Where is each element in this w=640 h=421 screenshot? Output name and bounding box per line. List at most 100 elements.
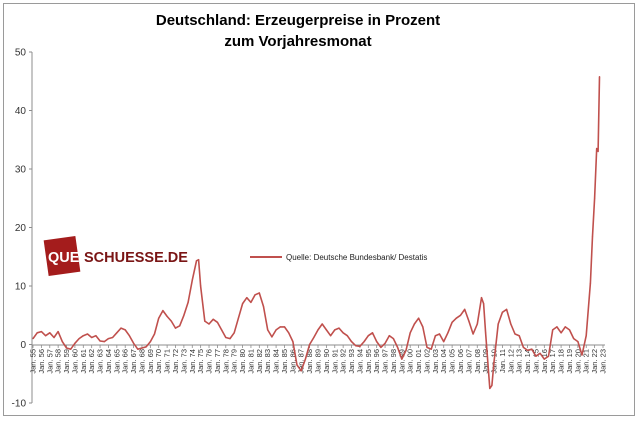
data-point (491, 384, 493, 386)
x-tick-label: Jan. 81 (246, 349, 255, 374)
data-point (560, 332, 562, 334)
data-point (334, 329, 336, 331)
chart-title: Deutschland: Erzeugerpreise in Prozent z… (156, 12, 440, 50)
data-point (254, 294, 256, 296)
data-point (198, 259, 200, 261)
data-point (70, 348, 72, 350)
x-tick-label: Jan. 72 (171, 349, 180, 374)
x-tick-label: Jan. 65 (112, 349, 121, 374)
data-point (506, 308, 508, 310)
data-point (413, 323, 415, 325)
x-tick-label: Jan. 83 (263, 349, 272, 374)
data-point (288, 332, 290, 334)
data-point (585, 335, 587, 337)
data-point (99, 340, 101, 342)
data-point (65, 347, 68, 349)
data-point (483, 303, 485, 305)
data-point (221, 329, 223, 331)
x-tick-label: Jan. 70 (154, 349, 163, 374)
data-point (330, 335, 332, 337)
data-point (568, 329, 571, 331)
x-tick-label: Jan. 14 (523, 349, 532, 374)
data-point (543, 358, 545, 360)
x-tick-label: Jan. 01 (414, 349, 423, 374)
data-point (45, 335, 47, 337)
x-tick-label: Jan. 99 (397, 349, 406, 374)
data-point (82, 335, 84, 337)
data-point (539, 352, 541, 354)
data-point (216, 321, 218, 323)
x-tick-label: Jan. 12 (506, 349, 515, 374)
x-tick-label: Jan. 16 (540, 349, 549, 374)
data-point (493, 361, 495, 363)
data-point (283, 326, 286, 328)
series-layer (32, 76, 601, 390)
x-axis: Jan. 55 Jan. 56 Jan. 57 Jan. 58 Jan. 59 Jan. … (29, 344, 608, 374)
data-point (133, 342, 135, 344)
x-tick-label: Jan. 57 (45, 349, 54, 374)
series-line (32, 76, 601, 390)
data-point (279, 326, 281, 328)
data-point (313, 336, 315, 339)
data-point (447, 332, 449, 334)
data-point (594, 197, 596, 199)
data-point (275, 329, 277, 331)
x-tick-label: Jan. 76 (205, 349, 214, 374)
data-point (321, 323, 323, 325)
data-point (149, 341, 151, 343)
x-tick-label: Jan. 02 (422, 349, 431, 374)
x-tick-label: Jan. 23 (599, 349, 608, 374)
x-tick-label: Jan. 96 (372, 349, 381, 374)
data-point (162, 310, 164, 312)
legend: Quelle: Deutsche Bundesbank/ Destatis (250, 253, 427, 262)
data-point (527, 349, 529, 351)
data-point (430, 348, 432, 350)
data-point (476, 323, 478, 325)
x-tick-label: Jan. 88 (305, 349, 314, 374)
data-point (376, 341, 378, 343)
data-point (422, 326, 424, 328)
chart-title-line-2: zum Vorjahresmonat (224, 33, 371, 50)
data-point (242, 303, 244, 305)
y-tick-label: 20 (15, 223, 27, 234)
data-point (547, 355, 550, 357)
y-tick-label: 40 (15, 106, 27, 117)
data-point (371, 332, 374, 334)
logo-red-block (43, 235, 81, 277)
x-tick-label: Jan. 18 (557, 349, 566, 374)
data-point (187, 301, 189, 303)
data-point (451, 321, 453, 323)
x-tick-label: Jan. 77 (213, 349, 222, 374)
x-tick-label: Jan. 97 (381, 349, 390, 374)
x-tick-label: Jan. 87 (297, 349, 306, 374)
data-point (317, 329, 319, 331)
data-point (179, 325, 181, 327)
data-point (596, 147, 598, 150)
x-tick-label: Jan. 09 (481, 349, 490, 374)
x-tick-label: Jan. 89 (314, 349, 323, 374)
data-point (518, 335, 520, 337)
data-point (501, 311, 503, 313)
data-point (367, 335, 369, 337)
x-tick-label: Jan. 78 (221, 349, 230, 374)
x-tick-label: Jan. 64 (104, 349, 113, 374)
data-point (191, 279, 193, 281)
x-tick-label: Jan. 92 (339, 349, 348, 374)
data-point (438, 333, 441, 335)
data-point (233, 332, 235, 334)
data-point (200, 285, 202, 287)
x-tick-label: Jan. 22 (590, 349, 599, 374)
data-point (258, 292, 260, 294)
data-point (225, 336, 227, 339)
data-point (409, 332, 411, 334)
data-point (145, 346, 147, 348)
x-tick-label: Jan. 90 (322, 349, 331, 374)
x-tick-label: Jan. 60 (70, 349, 79, 374)
data-point (49, 332, 51, 334)
data-point (78, 338, 80, 340)
data-point (124, 329, 126, 331)
x-tick-label: Jan. 91 (330, 349, 339, 374)
data-point (434, 335, 436, 337)
x-tick-label: Jan. 08 (473, 349, 482, 374)
data-point (359, 345, 361, 347)
